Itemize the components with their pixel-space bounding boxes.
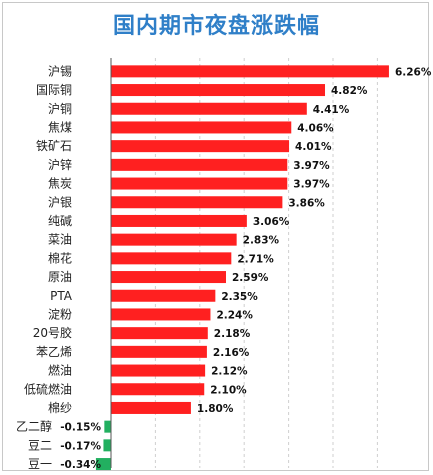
- bar: [111, 289, 216, 302]
- category-label: 菜油: [48, 233, 72, 247]
- category-label: 低硫燃油: [24, 381, 72, 396]
- chart-title: 国内期市夜盘涨跌幅: [112, 14, 320, 39]
- bar: [111, 196, 283, 209]
- value-label: -0.17%: [60, 440, 101, 452]
- category-label: 棉花: [48, 250, 72, 265]
- value-label: 3.97%: [293, 179, 330, 191]
- value-label: 4.41%: [313, 104, 350, 116]
- value-label: 3.86%: [288, 197, 325, 209]
- category-label: 沪锡: [48, 63, 72, 78]
- category-label: 燃油: [48, 363, 72, 378]
- bar: [111, 214, 247, 227]
- category-label: 豆一: [28, 457, 52, 471]
- bar: [111, 345, 207, 358]
- value-label: 3.97%: [293, 160, 330, 172]
- value-label: 2.35%: [221, 291, 258, 303]
- bar: [111, 271, 226, 284]
- category-label: PTA: [50, 289, 73, 303]
- value-label: 6.26%: [395, 66, 432, 78]
- bar: [111, 401, 191, 414]
- bar: [111, 140, 290, 153]
- category-label: 20号胶: [33, 325, 72, 340]
- category-label: 原油: [48, 270, 72, 284]
- category-label: 淀粉: [48, 307, 72, 321]
- bar: [111, 308, 211, 321]
- bar: [111, 252, 232, 265]
- category-label: 沪银: [48, 195, 72, 209]
- bar: [111, 121, 292, 134]
- chart-frame: [2, 2, 429, 471]
- bar: [111, 383, 205, 396]
- value-label: 2.59%: [232, 272, 269, 284]
- category-label: 沪铜: [48, 101, 72, 116]
- category-label: 苯乙烯: [36, 345, 72, 359]
- bar: [111, 233, 237, 246]
- value-label: -0.15%: [60, 422, 101, 434]
- value-label: 3.06%: [253, 216, 290, 228]
- value-label: 4.06%: [297, 122, 334, 134]
- category-label: 纯碱: [48, 214, 72, 228]
- bar: [111, 364, 206, 377]
- category-label: 焦煤: [48, 120, 72, 134]
- value-label: 2.12%: [211, 366, 248, 378]
- bar: [103, 439, 111, 452]
- bar: [111, 327, 208, 340]
- bar: [111, 177, 288, 190]
- value-label: 4.01%: [295, 141, 332, 153]
- category-label: 豆二: [28, 438, 52, 452]
- category-label: 铁矿石: [36, 139, 72, 153]
- bar: [111, 102, 307, 115]
- value-label: 2.16%: [213, 347, 250, 359]
- category-label: 沪锌: [48, 158, 72, 172]
- value-label: 2.10%: [210, 384, 247, 396]
- category-label: 棉纱: [48, 401, 72, 415]
- value-label: 2.18%: [214, 328, 251, 340]
- bar: [111, 158, 288, 171]
- value-label: 2.83%: [243, 235, 280, 247]
- value-label: 1.80%: [197, 403, 234, 415]
- bar: [104, 420, 111, 433]
- bar: [111, 65, 389, 78]
- value-label: 2.71%: [237, 253, 274, 265]
- value-label: 2.24%: [216, 309, 253, 321]
- category-label: 焦炭: [48, 177, 72, 191]
- bar: [95, 458, 111, 471]
- category-label: 乙二醇: [16, 419, 52, 434]
- value-label: 4.82%: [331, 85, 368, 97]
- category-label: 国际铜: [36, 82, 72, 97]
- bar: [111, 84, 326, 97]
- value-label: -0.34%: [60, 459, 101, 471]
